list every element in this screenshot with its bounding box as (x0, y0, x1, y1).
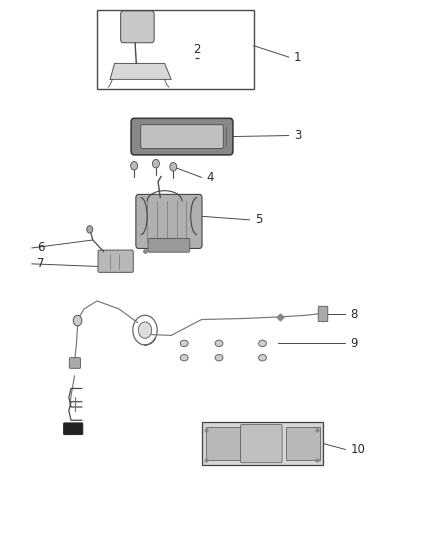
Text: 3: 3 (294, 129, 301, 142)
Text: 6: 6 (37, 241, 45, 254)
FancyBboxPatch shape (240, 424, 282, 463)
Circle shape (131, 161, 138, 170)
Bar (286, 427, 320, 460)
Bar (201, 422, 323, 465)
FancyBboxPatch shape (69, 358, 81, 368)
FancyBboxPatch shape (136, 195, 202, 248)
FancyBboxPatch shape (318, 306, 328, 321)
FancyBboxPatch shape (141, 125, 223, 149)
Text: 5: 5 (254, 213, 262, 227)
Ellipse shape (258, 340, 266, 346)
Text: 1: 1 (294, 51, 301, 63)
Text: 7: 7 (37, 257, 45, 270)
Text: 4: 4 (207, 171, 214, 184)
Text: 10: 10 (350, 443, 365, 456)
FancyBboxPatch shape (148, 238, 190, 252)
Bar (97, 11, 254, 89)
FancyBboxPatch shape (64, 423, 83, 434)
Ellipse shape (180, 340, 188, 346)
Circle shape (170, 163, 177, 171)
Circle shape (87, 225, 93, 233)
FancyBboxPatch shape (120, 11, 154, 43)
Text: 2: 2 (193, 43, 201, 55)
Ellipse shape (215, 354, 223, 361)
Polygon shape (110, 63, 171, 79)
Circle shape (152, 159, 159, 168)
Ellipse shape (180, 354, 188, 361)
Circle shape (138, 322, 152, 338)
Text: 9: 9 (350, 337, 358, 350)
Ellipse shape (258, 354, 266, 361)
FancyBboxPatch shape (131, 118, 233, 155)
Circle shape (73, 316, 82, 326)
Ellipse shape (215, 340, 223, 346)
Text: 8: 8 (350, 308, 358, 321)
FancyBboxPatch shape (98, 250, 133, 272)
Bar (206, 427, 240, 460)
